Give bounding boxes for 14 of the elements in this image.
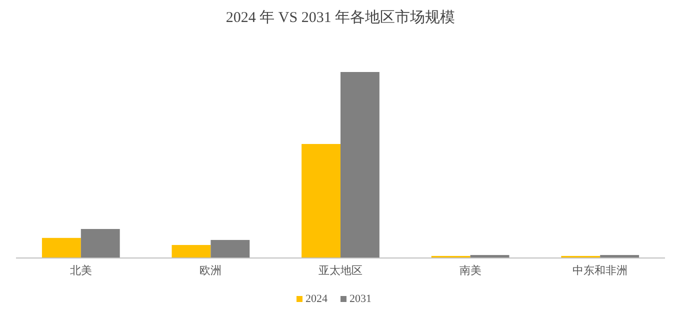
title: 2024 年 VS 2031 年各地区市场规模 <box>226 10 456 26</box>
x-tick-label: 南美 <box>459 264 482 277</box>
legend-label: 2024 <box>306 293 328 305</box>
legend-label: 2031 <box>350 293 372 305</box>
x-tick-label: 北美 <box>70 264 92 277</box>
x-tick-label: 中东和非洲 <box>572 264 628 277</box>
x-tick-label: 亚太地区 <box>318 264 362 277</box>
bar <box>302 144 340 258</box>
bar <box>210 240 250 258</box>
bar <box>42 238 81 258</box>
bar <box>80 228 120 258</box>
x-tick-label: 欧洲 <box>200 264 222 277</box>
bar <box>340 72 380 258</box>
bar <box>172 244 211 258</box>
